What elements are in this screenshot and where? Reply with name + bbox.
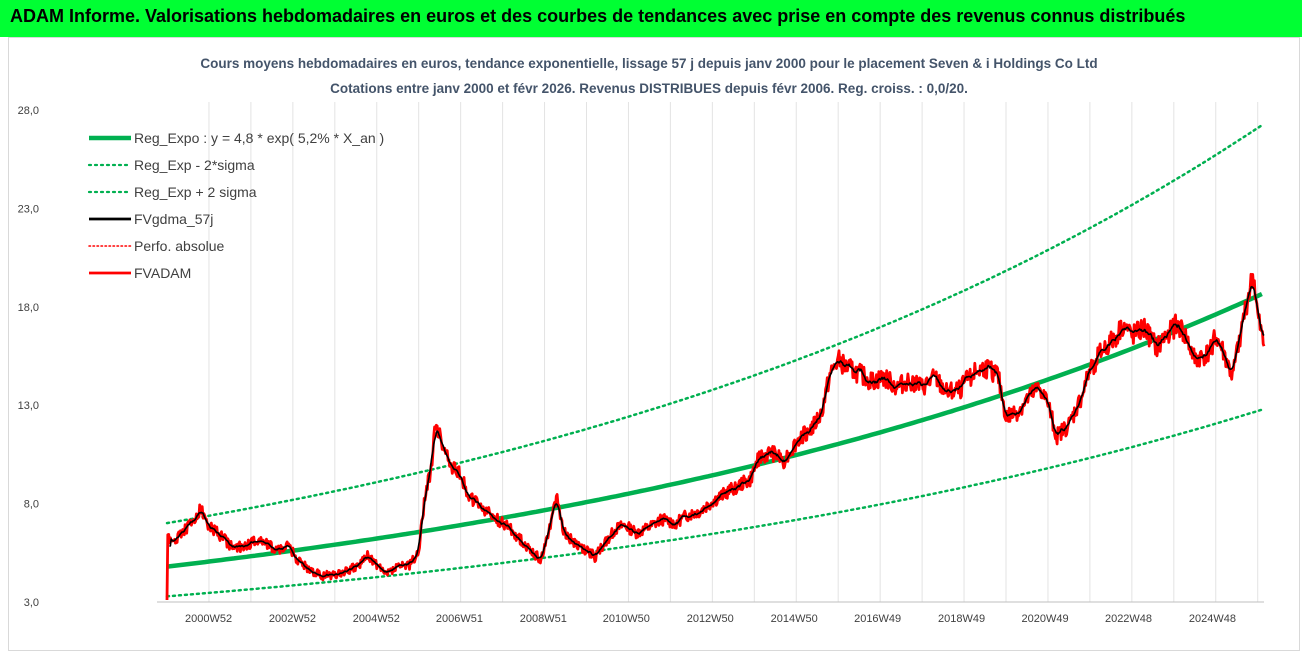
report-title: ADAM Informe. Valorisations hebdomadaire… — [10, 6, 1186, 26]
x-tick-label: 2010W50 — [603, 613, 650, 625]
legend-label: Reg_Exp + 2 sigma — [134, 184, 257, 200]
x-tick-label: 2020W49 — [1021, 613, 1068, 625]
axes: 3,0 8,0 13,0 18,0 23,0 28,0 2000W52 2002W52 2004… — [18, 105, 1264, 625]
x-tick-label: 2008W51 — [520, 613, 567, 625]
legend: Reg_Expo : y = 4,8 * exp( 5,2% * X_an ) R… — [87, 130, 384, 281]
x-tick-label: 2004W52 — [353, 613, 400, 625]
legend-label: Reg_Exp - 2*sigma — [134, 157, 255, 173]
reg-exp-minus-2sigma-line — [165, 408, 1264, 598]
legend-label: FVADAM — [134, 265, 191, 281]
chart-title-line-2: Cotations entre janv 2000 et févr 2026. … — [330, 81, 968, 96]
fvgdma-57j-line — [169, 285, 1265, 578]
line-chart: Cours moyens hebdomadaires en euros, ten… — [18, 56, 1266, 625]
gridlines — [208, 102, 1259, 602]
reg-expo-line — [166, 291, 1263, 569]
series-lines — [165, 123, 1266, 601]
y-tick-label: 28,0 — [18, 105, 39, 117]
legend-label: FVgdma_57j — [134, 211, 213, 227]
y-tick-label: 8,0 — [24, 499, 39, 511]
y-tick-label: 23,0 — [18, 203, 39, 215]
x-tick-label: 2012W50 — [687, 613, 734, 625]
legend-label: Reg_Expo : y = 4,8 * exp( 5,2% * X_an ) — [134, 130, 384, 146]
chart-title-line-1: Cours moyens hebdomadaires en euros, ten… — [200, 56, 1097, 71]
x-tick-label: 2024W48 — [1189, 613, 1236, 625]
chart-area: Cours moyens hebdomadaires en euros, ten… — [8, 37, 1300, 651]
x-tick-label: 2016W49 — [854, 613, 901, 625]
y-tick-label: 3,0 — [24, 597, 39, 609]
x-tick-label: 2018W49 — [938, 613, 985, 625]
y-tick-label: 18,0 — [18, 302, 39, 314]
fvadam-line — [165, 272, 1266, 601]
x-tick-label: 2002W52 — [269, 613, 316, 625]
report-header: ADAM Informe. Valorisations hebdomadaire… — [0, 0, 1302, 37]
x-tick-label: 2014W50 — [771, 613, 818, 625]
y-tick-label: 13,0 — [18, 400, 39, 412]
x-tick-label: 2000W52 — [185, 613, 232, 625]
x-tick-label: 2022W48 — [1105, 613, 1152, 625]
legend-label: Perfo. absolue — [134, 238, 224, 254]
x-tick-label: 2006W51 — [436, 613, 483, 625]
reg-exp-plus-2sigma-line — [165, 123, 1264, 525]
